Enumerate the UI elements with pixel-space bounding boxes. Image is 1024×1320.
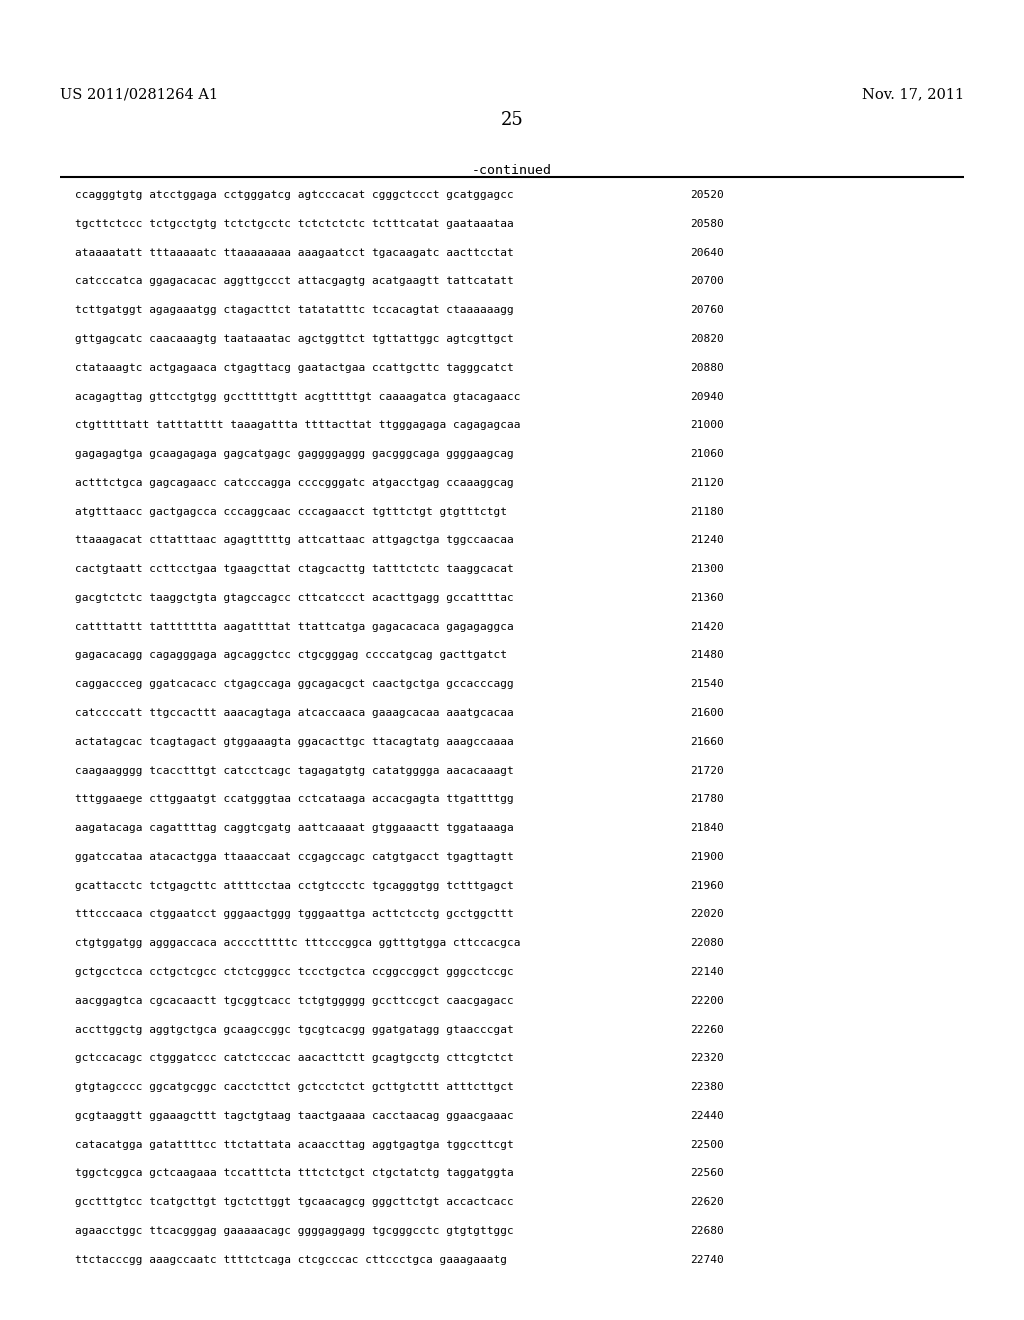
Text: 21420: 21420 xyxy=(690,622,724,632)
Text: 20520: 20520 xyxy=(690,190,724,201)
Text: atgtttaacc gactgagcca cccaggcaac cccagaacct tgtttctgt gtgtttctgt: atgtttaacc gactgagcca cccaggcaac cccagaa… xyxy=(75,507,507,516)
Text: Nov. 17, 2011: Nov. 17, 2011 xyxy=(862,87,964,102)
Text: accttggctg aggtgctgca gcaagccggc tgcgtcacgg ggatgatagg gtaacccgat: accttggctg aggtgctgca gcaagccggc tgcgtca… xyxy=(75,1024,514,1035)
Text: 21720: 21720 xyxy=(690,766,724,776)
Text: 22440: 22440 xyxy=(690,1111,724,1121)
Text: catcccatca ggagacacac aggttgccct attacgagtg acatgaagtt tattcatatt: catcccatca ggagacacac aggttgccct attacga… xyxy=(75,276,514,286)
Text: 22200: 22200 xyxy=(690,995,724,1006)
Text: 22560: 22560 xyxy=(690,1168,724,1179)
Text: 21900: 21900 xyxy=(690,851,724,862)
Text: gagacacagg cagagggaga agcaggctcc ctgcgggag ccccatgcag gacttgatct: gagacacagg cagagggaga agcaggctcc ctgcggg… xyxy=(75,651,507,660)
Text: 22080: 22080 xyxy=(690,939,724,948)
Text: 21540: 21540 xyxy=(690,680,724,689)
Text: gttgagcatc caacaaagtg taataaatac agctggttct tgttattggc agtcgttgct: gttgagcatc caacaaagtg taataaatac agctggt… xyxy=(75,334,514,345)
Text: 20880: 20880 xyxy=(690,363,724,372)
Text: ataaaatatt tttaaaaatc ttaaaaaaaa aaagaatcct tgacaagatc aacttcctat: ataaaatatt tttaaaaatc ttaaaaaaaa aaagaat… xyxy=(75,248,514,257)
Text: 21120: 21120 xyxy=(690,478,724,488)
Text: aacggagtca cgcacaactt tgcggtcacc tctgtggggg gccttccgct caacgagacc: aacggagtca cgcacaactt tgcggtcacc tctgtgg… xyxy=(75,995,514,1006)
Text: ttctacccgg aaagccaatc ttttctcaga ctcgcccac cttccctgca gaaagaaatg: ttctacccgg aaagccaatc ttttctcaga ctcgccc… xyxy=(75,1255,507,1265)
Text: 20760: 20760 xyxy=(690,305,724,315)
Text: aagatacaga cagattttag caggtcgatg aattcaaaat gtggaaactt tggataaaga: aagatacaga cagattttag caggtcgatg aattcaa… xyxy=(75,824,514,833)
Text: 20580: 20580 xyxy=(690,219,724,228)
Text: 22740: 22740 xyxy=(690,1255,724,1265)
Text: actttctgca gagcagaacc catcccagga ccccgggatc atgacctgag ccaaaggcag: actttctgca gagcagaacc catcccagga ccccggg… xyxy=(75,478,514,488)
Text: tggctcggca gctcaagaaa tccatttcta tttctctgct ctgctatctg taggatggta: tggctcggca gctcaagaaa tccatttcta tttctct… xyxy=(75,1168,514,1179)
Text: 22500: 22500 xyxy=(690,1139,724,1150)
Text: actatagcac tcagtagact gtggaaagta ggacacttgc ttacagtatg aaagccaaaa: actatagcac tcagtagact gtggaaagta ggacact… xyxy=(75,737,514,747)
Text: tgcttctccc tctgcctgtg tctctgcctc tctctctctc tctttcatat gaataaataa: tgcttctccc tctgcctgtg tctctgcctc tctctct… xyxy=(75,219,514,228)
Text: 20820: 20820 xyxy=(690,334,724,345)
Text: gctccacagc ctgggatccc catctcccac aacacttctt gcagtgcctg cttcgtctct: gctccacagc ctgggatccc catctcccac aacactt… xyxy=(75,1053,514,1064)
Text: ttaaagacat cttatttaac agagtttttg attcattaac attgagctga tggccaacaa: ttaaagacat cttatttaac agagtttttg attcatt… xyxy=(75,536,514,545)
Text: 22140: 22140 xyxy=(690,968,724,977)
Text: 20700: 20700 xyxy=(690,276,724,286)
Text: 21000: 21000 xyxy=(690,420,724,430)
Text: 22620: 22620 xyxy=(690,1197,724,1208)
Text: cattttattt tattttttta aagattttat ttattcatga gagacacaca gagagaggca: cattttattt tattttttta aagattttat ttattca… xyxy=(75,622,514,632)
Text: agaacctggc ttcacgggag gaaaaacagc ggggaggagg tgcgggcctc gtgtgttggc: agaacctggc ttcacgggag gaaaaacagc ggggagg… xyxy=(75,1226,514,1236)
Text: gcattacctc tctgagcttc attttcctaa cctgtccctc tgcagggtgg tctttgagct: gcattacctc tctgagcttc attttcctaa cctgtcc… xyxy=(75,880,514,891)
Text: cactgtaatt ccttcctgaa tgaagcttat ctagcacttg tatttctctc taaggcacat: cactgtaatt ccttcctgaa tgaagcttat ctagcac… xyxy=(75,564,514,574)
Text: gacgtctctc taaggctgta gtagccagcc cttcatccct acacttgagg gccattttac: gacgtctctc taaggctgta gtagccagcc cttcatc… xyxy=(75,593,514,603)
Text: 22320: 22320 xyxy=(690,1053,724,1064)
Text: 21360: 21360 xyxy=(690,593,724,603)
Text: 21300: 21300 xyxy=(690,564,724,574)
Text: 22260: 22260 xyxy=(690,1024,724,1035)
Text: caagaagggg tcacctttgt catcctcagc tagagatgtg catatgggga aacacaaagt: caagaagggg tcacctttgt catcctcagc tagagat… xyxy=(75,766,514,776)
Text: 21600: 21600 xyxy=(690,708,724,718)
Text: ccagggtgtg atcctggaga cctgggatcg agtcccacat cgggctccct gcatggagcc: ccagggtgtg atcctggaga cctgggatcg agtccca… xyxy=(75,190,514,201)
Text: caggaccceg ggatcacacc ctgagccaga ggcagacgct caactgctga gccacccagg: caggaccceg ggatcacacc ctgagccaga ggcagac… xyxy=(75,680,514,689)
Text: 20640: 20640 xyxy=(690,248,724,257)
Text: gagagagtga gcaagagaga gagcatgagc gaggggaggg gacgggcaga ggggaagcag: gagagagtga gcaagagaga gagcatgagc gagggga… xyxy=(75,449,514,459)
Text: 21960: 21960 xyxy=(690,880,724,891)
Text: 21660: 21660 xyxy=(690,737,724,747)
Text: 21060: 21060 xyxy=(690,449,724,459)
Text: 21240: 21240 xyxy=(690,536,724,545)
Text: 21180: 21180 xyxy=(690,507,724,516)
Text: 21480: 21480 xyxy=(690,651,724,660)
Text: ctataaagtc actgagaaca ctgagttacg gaatactgaa ccattgcttc tagggcatct: ctataaagtc actgagaaca ctgagttacg gaatact… xyxy=(75,363,514,372)
Text: gctgcctcca cctgctcgcc ctctcgggcc tccctgctca ccggccggct gggcctccgc: gctgcctcca cctgctcgcc ctctcgggcc tccctgc… xyxy=(75,968,514,977)
Text: 22020: 22020 xyxy=(690,909,724,920)
Text: ggatccataa atacactgga ttaaaccaat ccgagccagc catgtgacct tgagttagtt: ggatccataa atacactgga ttaaaccaat ccgagcc… xyxy=(75,851,514,862)
Text: gcgtaaggtt ggaaagcttt tagctgtaag taactgaaaa cacctaacag ggaacgaaac: gcgtaaggtt ggaaagcttt tagctgtaag taactga… xyxy=(75,1111,514,1121)
Text: tttcccaaca ctggaatcct gggaactggg tgggaattga acttctcctg gcctggcttt: tttcccaaca ctggaatcct gggaactggg tgggaat… xyxy=(75,909,514,920)
Text: gcctttgtcc tcatgcttgt tgctcttggt tgcaacagcg gggcttctgt accactcacc: gcctttgtcc tcatgcttgt tgctcttggt tgcaaca… xyxy=(75,1197,514,1208)
Text: -continued: -continued xyxy=(472,164,552,177)
Text: 25: 25 xyxy=(501,111,523,129)
Text: catccccatt ttgccacttt aaacagtaga atcaccaaca gaaagcacaa aaatgcacaa: catccccatt ttgccacttt aaacagtaga atcacca… xyxy=(75,708,514,718)
Text: 22680: 22680 xyxy=(690,1226,724,1236)
Text: 20940: 20940 xyxy=(690,392,724,401)
Text: tcttgatggt agagaaatgg ctagacttct tatatatttc tccacagtat ctaaaaaagg: tcttgatggt agagaaatgg ctagacttct tatatat… xyxy=(75,305,514,315)
Text: tttggaaege cttggaatgt ccatgggtaa cctcataaga accacgagta ttgattttgg: tttggaaege cttggaatgt ccatgggtaa cctcata… xyxy=(75,795,514,804)
Text: gtgtagcccc ggcatgcggc cacctcttct gctcctctct gcttgtcttt atttcttgct: gtgtagcccc ggcatgcggc cacctcttct gctcctc… xyxy=(75,1082,514,1092)
Text: catacatgga gatattttcc ttctattata acaaccttag aggtgagtga tggccttcgt: catacatgga gatattttcc ttctattata acaacct… xyxy=(75,1139,514,1150)
Text: ctgtggatgg agggaccaca acccctttttc tttcccggca ggtttgtgga cttccacgca: ctgtggatgg agggaccaca acccctttttc tttccc… xyxy=(75,939,520,948)
Text: 22380: 22380 xyxy=(690,1082,724,1092)
Text: US 2011/0281264 A1: US 2011/0281264 A1 xyxy=(60,87,218,102)
Text: 21840: 21840 xyxy=(690,824,724,833)
Text: 21780: 21780 xyxy=(690,795,724,804)
Text: acagagttag gttcctgtgg gcctttttgtt acgtttttgt caaaagatca gtacagaacc: acagagttag gttcctgtgg gcctttttgtt acgttt… xyxy=(75,392,520,401)
Text: ctgtttttatt tatttatttt taaagattta ttttacttat ttgggagaga cagagagcaa: ctgtttttatt tatttatttt taaagattta ttttac… xyxy=(75,420,520,430)
